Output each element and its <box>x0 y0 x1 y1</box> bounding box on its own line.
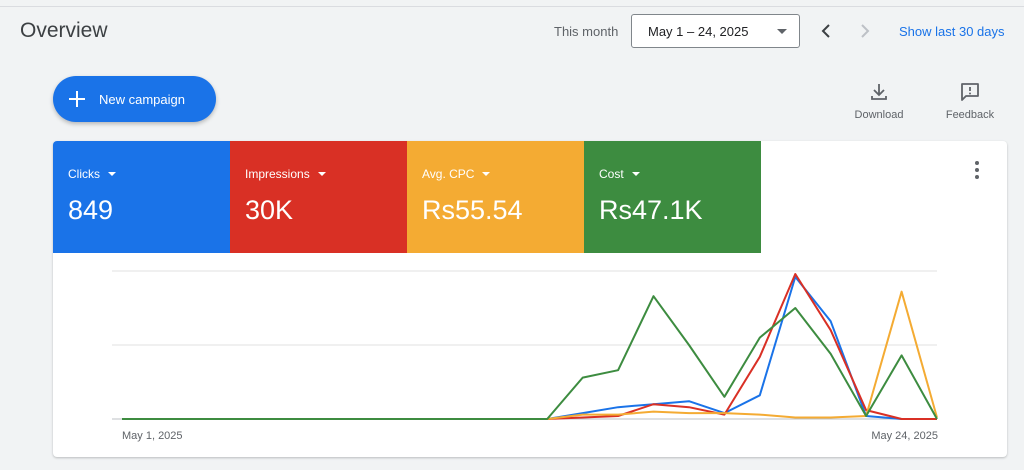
dropdown-arrow-icon <box>482 172 491 176</box>
download-button[interactable]: Download <box>850 80 908 121</box>
chevron-left-icon <box>821 24 830 38</box>
chart-series <box>122 273 938 420</box>
dropdown-arrow-icon <box>108 172 116 176</box>
feedback-icon <box>961 83 979 101</box>
dropdown-arrow-icon <box>777 28 787 34</box>
metric-label: Cost <box>599 167 624 181</box>
feedback-button[interactable]: Feedback <box>940 80 1000 121</box>
top-divider <box>0 6 1024 7</box>
metric-value: 30K <box>245 195 294 225</box>
x-tick-label-first: May 1, 2025 <box>122 430 183 442</box>
metric-label: Impressions <box>245 167 310 181</box>
metric-impressions[interactable]: Impressions 30K <box>230 141 407 253</box>
download-label: Download <box>854 109 904 121</box>
metric-value: Rs55.54 <box>422 195 523 225</box>
chart-grid <box>112 270 937 420</box>
metric-cost[interactable]: Cost Rs47.1K <box>584 141 761 253</box>
dropdown-arrow-icon <box>317 172 326 176</box>
dropdown-arrow-icon <box>631 172 640 176</box>
date-range-select[interactable]: May 1 – 24, 2025 <box>631 14 800 48</box>
plus-icon <box>67 89 87 109</box>
series-line-avg-cpc <box>122 290 938 420</box>
previous-period-button[interactable] <box>816 20 836 42</box>
metric-label: Avg. CPC <box>422 167 475 181</box>
new-campaign-label: New campaign <box>99 91 185 107</box>
metric-value: Rs47.1K <box>599 195 703 225</box>
download-icon <box>871 84 887 100</box>
performance-chart: May 1, 2025 May 24, 2025 <box>112 270 938 442</box>
new-campaign-button[interactable]: New campaign <box>53 76 216 122</box>
metric-clicks[interactable]: Clicks 849 <box>53 141 230 253</box>
more-options-icon[interactable] <box>972 161 982 181</box>
chevron-right-icon <box>861 24 870 38</box>
period-label: This month <box>554 24 619 39</box>
metric-avg-cpc[interactable]: Avg. CPC Rs55.54 <box>407 141 584 253</box>
date-range-value: May 1 – 24, 2025 <box>648 23 749 39</box>
performance-card: Clicks 849 Impressions 30K Avg. CPC Rs55… <box>53 141 1007 457</box>
feedback-label: Feedback <box>945 109 995 121</box>
series-line-cost <box>122 295 938 420</box>
next-period-button[interactable] <box>855 20 875 42</box>
series-line-clicks <box>122 275 937 420</box>
show-last-30-days-link[interactable]: Show last 30 days <box>899 24 1005 39</box>
series-line-impressions <box>122 273 937 420</box>
metric-label: Clicks <box>68 167 100 181</box>
page-title: Overview <box>20 19 108 42</box>
metric-value: 849 <box>68 195 114 225</box>
x-tick-label-last: May 24, 2025 <box>871 430 938 442</box>
